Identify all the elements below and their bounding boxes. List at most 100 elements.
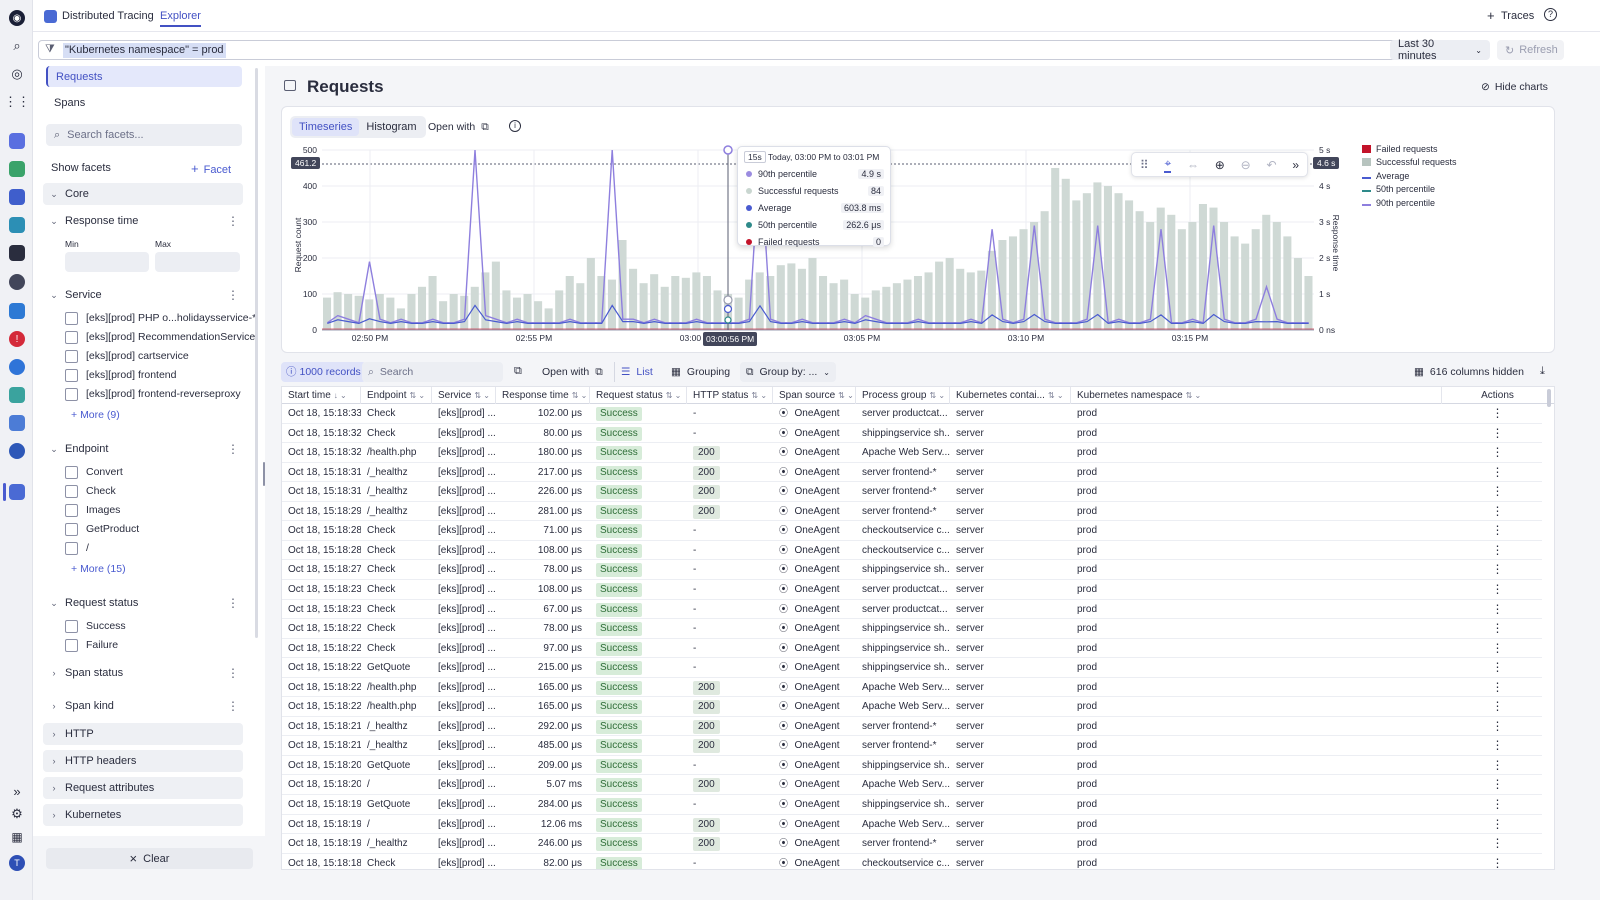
row-actions-icon[interactable]: ⋮ [1491, 562, 1504, 577]
column-header[interactable]: Response time ⇅ ⌄ [496, 387, 590, 404]
distributed-tracing-app-icon[interactable] [9, 484, 25, 500]
filter-field[interactable]: ⧩ "Kubernetes namespace" = prod × [38, 40, 1413, 60]
column-header[interactable]: Process group ⇅ ⌄ [856, 387, 950, 404]
facet-group-request-attributes[interactable]: › Request attributes [43, 777, 243, 799]
facet-request-status[interactable]: ⌄ Request status ⋮ [43, 592, 243, 614]
row-actions-icon[interactable]: ⋮ [1491, 621, 1504, 636]
checkbox[interactable] [65, 311, 78, 325]
group-by-selector[interactable]: ⧉ Group by: ... ⌄ [740, 362, 836, 382]
endpoint-option[interactable]: Convert [65, 463, 123, 481]
request-status-option[interactable]: Failure [65, 636, 118, 654]
app-icon-7[interactable] [9, 303, 25, 319]
column-header[interactable]: Span source ⇅ ⌄ [773, 387, 856, 404]
table-row[interactable]: Oct 18, 15:18:28. Check [eks][prod] ... 108… [282, 541, 1542, 561]
facet-endpoint[interactable]: ⌄ Endpoint ⋮ [43, 438, 243, 460]
column-header[interactable]: Start time ↓ ⌄ [282, 387, 361, 404]
facet-group-kubernetes[interactable]: › Kubernetes [43, 804, 243, 826]
min-input[interactable] [65, 252, 149, 272]
facet-group-http[interactable]: › HTTP [43, 723, 243, 745]
chart-open-with-button[interactable]: Open with ⧉ [428, 121, 489, 134]
legend-item[interactable]: Successful requests [1362, 156, 1482, 170]
columns-hidden-button[interactable]: ▦ 616 columns hidden [1414, 366, 1524, 378]
row-actions-icon[interactable]: ⋮ [1491, 503, 1504, 518]
column-header[interactable]: Kubernetes contai... ⇅ ⌄ [950, 387, 1071, 404]
row-actions-icon[interactable]: ⋮ [1491, 660, 1504, 675]
more-options-icon[interactable]: ⋮ [227, 699, 239, 713]
table-row[interactable]: Oct 18, 15:18:22. Check [eks][prod] ... 97.… [282, 639, 1542, 659]
app-icon-5[interactable] [9, 245, 25, 261]
endpoint-option[interactable]: GetProduct [65, 520, 139, 538]
more-options-icon[interactable]: ⋮ [227, 442, 239, 456]
table-row[interactable]: Oct 18, 15:18:31. /_healthz [eks][prod] ..… [282, 482, 1542, 502]
table-row[interactable]: Oct 18, 15:18:22. GetQuote [eks][prod] ...… [282, 658, 1542, 678]
facet-span-status[interactable]: › Span status ⋮ [43, 662, 243, 684]
sort-icon[interactable]: ⇅ ⌄ [929, 391, 946, 400]
app-icon-10[interactable] [9, 387, 25, 403]
service-option[interactable]: [eks][prod] frontend-reverseproxy [65, 385, 241, 403]
row-actions-icon[interactable]: ⋮ [1491, 855, 1504, 870]
panel-resize-handle[interactable] [263, 462, 265, 486]
checkbox[interactable] [65, 387, 78, 401]
column-header[interactable]: Kubernetes namespace ⇅ ⌄ [1071, 387, 1442, 404]
settings-icon[interactable]: ⚙ [11, 806, 23, 821]
sort-icon[interactable]: ⇅ ⌄ [571, 391, 588, 400]
row-actions-icon[interactable]: ⋮ [1491, 484, 1504, 499]
tab-explorer[interactable]: Explorer [160, 10, 201, 27]
request-status-option[interactable]: Success [65, 617, 126, 635]
row-actions-icon[interactable]: ⋮ [1491, 445, 1504, 460]
app-icon-12[interactable] [9, 443, 25, 459]
legend-item[interactable]: 50th percentile [1362, 183, 1482, 197]
row-actions-icon[interactable]: ⋮ [1491, 601, 1504, 616]
checkbox[interactable] [65, 541, 78, 555]
column-header[interactable]: Actions [1442, 387, 1547, 404]
table-row[interactable]: Oct 18, 15:18:22. /health.php [eks][prod] … [282, 678, 1542, 698]
add-traces-icon[interactable]: + [1487, 8, 1495, 23]
column-header[interactable]: Service ⇅ ⌄ [432, 387, 496, 404]
more-options-icon[interactable]: ⋮ [227, 666, 239, 680]
facet-response-time[interactable]: ⌄ Response time ⋮ [43, 210, 243, 232]
row-actions-icon[interactable]: ⋮ [1491, 718, 1504, 733]
row-actions-icon[interactable]: ⋮ [1491, 464, 1504, 479]
endpoint-option[interactable]: Check [65, 482, 116, 500]
facet-service[interactable]: ⌄ Service ⋮ [43, 284, 243, 306]
facet-group-http-headers[interactable]: › HTTP headers [43, 750, 243, 772]
zoom-out-icon[interactable]: ⊖ [1240, 157, 1251, 172]
table-row[interactable]: Oct 18, 15:18:23. Check [eks][prod] ... 67.… [282, 600, 1542, 620]
app-icon-9[interactable] [9, 359, 25, 375]
legend-item[interactable]: 90th percentile [1362, 196, 1482, 210]
row-actions-icon[interactable]: ⋮ [1491, 757, 1504, 772]
tab-timeseries[interactable]: Timeseries [292, 118, 360, 136]
checkbox[interactable] [65, 330, 78, 344]
checkbox[interactable] [65, 349, 78, 363]
expand-icon[interactable]: » [1292, 157, 1300, 172]
copy-icon[interactable]: ⧉ [514, 365, 522, 377]
dynatrace-logo-icon[interactable]: ◉ [9, 10, 25, 26]
table-row[interactable]: Oct 18, 15:18:21. /_healthz [eks][prod] ..… [282, 736, 1542, 756]
sort-icon[interactable]: ⇅ ⌄ [838, 391, 854, 400]
sort-icon[interactable]: ⇅ ⌄ [751, 391, 768, 400]
table-search-input[interactable]: ⌕ Search [362, 362, 503, 382]
row-actions-icon[interactable]: ⋮ [1491, 425, 1504, 440]
table-open-with-button[interactable]: Open with ⧉ [542, 366, 603, 379]
sort-icon[interactable]: ⇅ ⌄ [474, 391, 490, 400]
endpoint-option[interactable]: / [65, 539, 89, 557]
app-icon-6[interactable] [9, 274, 25, 290]
legend-item[interactable]: Failed requests [1362, 142, 1482, 156]
app-icon-2[interactable] [9, 161, 25, 177]
app-icon-4[interactable] [9, 217, 25, 233]
table-row[interactable]: Oct 18, 15:18:19. /_healthz [eks][prod] ..… [282, 834, 1542, 854]
checkbox[interactable] [65, 619, 78, 633]
row-actions-icon[interactable]: ⋮ [1491, 640, 1504, 655]
app-icon-1[interactable] [9, 133, 25, 149]
table-row[interactable]: Oct 18, 15:18:20. GetQuote [eks][prod] ...… [282, 756, 1542, 776]
facet-search-input[interactable]: ⌕ Search facets... [46, 124, 242, 146]
table-row[interactable]: Oct 18, 15:18:31. /_healthz [eks][prod] ..… [282, 463, 1542, 483]
row-actions-icon[interactable]: ⋮ [1491, 581, 1504, 596]
zoom-in-icon[interactable]: ⊕ [1214, 157, 1225, 172]
row-actions-icon[interactable]: ⋮ [1491, 777, 1504, 792]
pan-icon[interactable]: ⇔ [1187, 157, 1200, 172]
facet-group-core[interactable]: ⌄ Core [43, 183, 243, 205]
service-option[interactable]: [eks][prod] PHP o...holidaysservice-* [65, 309, 256, 327]
refresh-button[interactable]: ↻ Refresh [1497, 40, 1564, 60]
records-count[interactable]: ⓘ 1000 records [281, 362, 366, 382]
